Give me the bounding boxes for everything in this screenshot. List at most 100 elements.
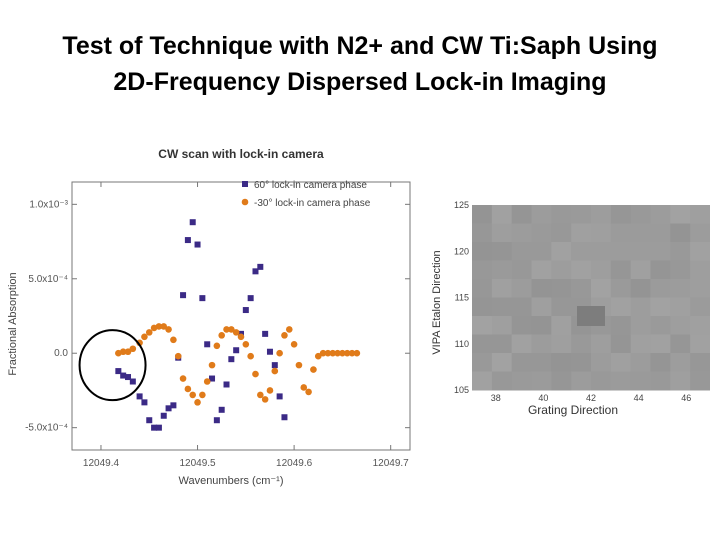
data-point-phase-minus30 <box>179 375 187 382</box>
heatmap-peak <box>577 306 605 326</box>
heatmap-cell <box>472 242 493 261</box>
heatmap-cell <box>650 205 671 224</box>
heatmap-cell <box>630 279 651 298</box>
data-point-phase-60 <box>160 412 167 419</box>
y-axis-label: Fractional Absorption <box>7 272 19 375</box>
heatmap-cell <box>511 316 532 335</box>
chart-title: CW scan with lock-in camera <box>158 147 324 161</box>
data-point-phase-60 <box>170 402 177 409</box>
data-point-phase-minus30 <box>343 349 351 357</box>
heatmap-cell <box>571 205 592 224</box>
heatmap-cell <box>472 334 493 354</box>
heatmap-cell <box>610 353 632 372</box>
heatmap-cell <box>610 297 632 317</box>
heatmap-cell <box>551 316 572 335</box>
heatmap-cell <box>690 316 710 335</box>
heatmap-cell <box>650 242 671 261</box>
data-point-phase-60 <box>218 406 225 413</box>
data-point-phase-minus30 <box>281 332 288 339</box>
data-point-phase-minus30 <box>203 378 211 385</box>
data-point-phase-minus30 <box>247 352 254 360</box>
heatmap-cell <box>630 334 651 354</box>
heatmap-cell <box>491 205 513 224</box>
y-axis-label: VIPA Etalon Direction <box>431 250 443 354</box>
data-point-phase-minus30 <box>199 391 206 399</box>
heatmap-cell <box>670 353 691 372</box>
heatmap-cell <box>630 297 651 317</box>
heatmap-cell <box>531 223 552 243</box>
data-point-phase-60 <box>120 372 127 379</box>
heatmap-cell <box>511 223 532 243</box>
heatmap-cell <box>551 223 572 243</box>
heatmap-cell <box>511 297 532 317</box>
legend-label: -30° lock-in camera phase <box>254 198 371 209</box>
data-point-phase-minus30 <box>129 345 137 353</box>
data-point-phase-60 <box>199 295 206 302</box>
heatmap-cell <box>591 260 612 280</box>
heatmap-cell <box>690 297 710 317</box>
heatmap-cell <box>571 242 592 261</box>
heatmap-cell <box>491 242 513 261</box>
y-tick-label: 105 <box>454 385 469 395</box>
data-point-phase-minus30 <box>348 349 356 357</box>
heatmap-cell <box>491 260 513 280</box>
data-point-phase-minus30 <box>329 349 337 357</box>
data-point-phase-60 <box>262 330 269 337</box>
heatmap-cell <box>551 353 572 372</box>
heatmap-cell <box>591 334 612 354</box>
data-point-phase-minus30 <box>145 329 153 336</box>
heatmap-cell <box>511 371 532 391</box>
x-tick-label: 44 <box>634 393 644 403</box>
x-tick-label: 12049.6 <box>276 458 313 469</box>
data-point-phase-60 <box>194 241 201 248</box>
x-tick-label: 46 <box>681 393 691 403</box>
data-point-phase-minus30 <box>165 326 172 333</box>
data-point-phase-minus30 <box>124 348 132 356</box>
data-point-phase-minus30 <box>261 396 269 403</box>
heatmap-cell <box>610 334 632 354</box>
data-point-phase-60 <box>141 399 148 406</box>
heatmap-cell <box>630 223 651 243</box>
data-point-phase-60 <box>233 347 240 354</box>
heatmap-cell <box>630 316 651 335</box>
data-point-phase-60 <box>129 378 136 385</box>
heatmap-cell <box>670 260 691 280</box>
data-point-phase-60 <box>252 268 259 275</box>
heatmap-cell <box>591 242 612 261</box>
heatmap-cell <box>670 371 691 391</box>
y-tick-label: 115 <box>455 293 469 303</box>
heatmap-cell <box>610 260 632 280</box>
heatmap-cell <box>472 223 493 243</box>
data-point-phase-60 <box>213 417 220 424</box>
data-point-phase-minus30 <box>174 352 182 360</box>
y-tick-label: 0.0 <box>54 348 68 359</box>
heatmap-cell <box>670 316 691 335</box>
x-tick-label: 12049.4 <box>83 458 120 469</box>
heatmap-cell <box>531 260 552 280</box>
heatmap-cell <box>531 242 552 261</box>
y-tick-label: -5.0x10⁻⁴ <box>25 423 68 434</box>
heatmap-cell <box>491 223 513 243</box>
data-point-phase-60 <box>146 417 153 424</box>
heatmap-cell <box>531 316 552 335</box>
heatmap-cell <box>531 371 552 391</box>
data-point-phase-minus30 <box>314 352 322 360</box>
heatmap-cell <box>610 205 632 224</box>
heatmap-cell <box>650 371 671 391</box>
heatmap-cell <box>551 371 572 391</box>
legend-marker <box>242 181 248 187</box>
heatmap-cell <box>551 205 572 224</box>
x-tick-label: 38 <box>491 393 501 403</box>
data-point-phase-60 <box>189 219 196 226</box>
data-point-phase-minus30 <box>266 387 274 394</box>
heatmap-cell <box>551 334 572 354</box>
heatmap-cell <box>690 223 710 243</box>
data-point-phase-60 <box>271 362 278 369</box>
x-axis-label: Wavenumbers (cm⁻¹) <box>178 475 283 487</box>
heatmap-cell <box>650 279 671 298</box>
data-point-phase-minus30 <box>242 340 250 348</box>
heatmap-cell <box>591 223 612 243</box>
heatmap-cell <box>690 205 710 224</box>
heatmap-cell <box>571 260 592 280</box>
data-point-phase-minus30 <box>232 329 240 336</box>
